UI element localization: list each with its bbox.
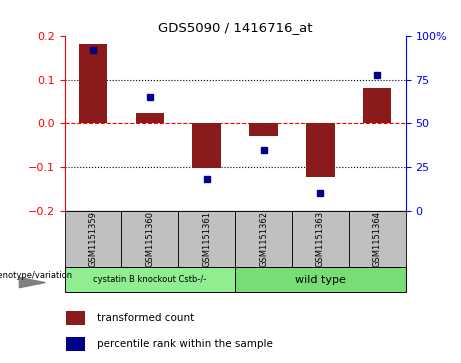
Text: transformed count: transformed count [97,313,194,323]
Bar [136,113,164,123]
Bar [65,337,85,351]
Bar [349,211,406,267]
Bar [79,44,107,123]
Text: genotype/variation: genotype/variation [0,271,72,280]
Text: GSM1151364: GSM1151364 [373,211,382,267]
Text: GSM1151361: GSM1151361 [202,211,211,267]
Bar [193,123,221,168]
Text: cystatin B knockout Cstb-/-: cystatin B knockout Cstb-/- [93,275,207,284]
Bar [363,88,391,123]
Bar [178,211,235,267]
Bar [235,211,292,267]
Bar [65,267,235,292]
Bar [65,311,85,325]
Text: GSM1151359: GSM1151359 [89,211,97,266]
Text: GSM1151360: GSM1151360 [145,211,154,267]
Bar [249,123,278,136]
Text: GSM1151362: GSM1151362 [259,211,268,267]
Bar [235,267,406,292]
Title: GDS5090 / 1416716_at: GDS5090 / 1416716_at [158,21,313,34]
Text: percentile rank within the sample: percentile rank within the sample [97,339,273,349]
Bar [292,211,349,267]
Text: wild type: wild type [295,274,346,285]
Bar [65,211,121,267]
Bar [121,211,178,267]
Polygon shape [19,277,45,287]
Bar [306,123,335,176]
Text: GSM1151363: GSM1151363 [316,211,325,267]
